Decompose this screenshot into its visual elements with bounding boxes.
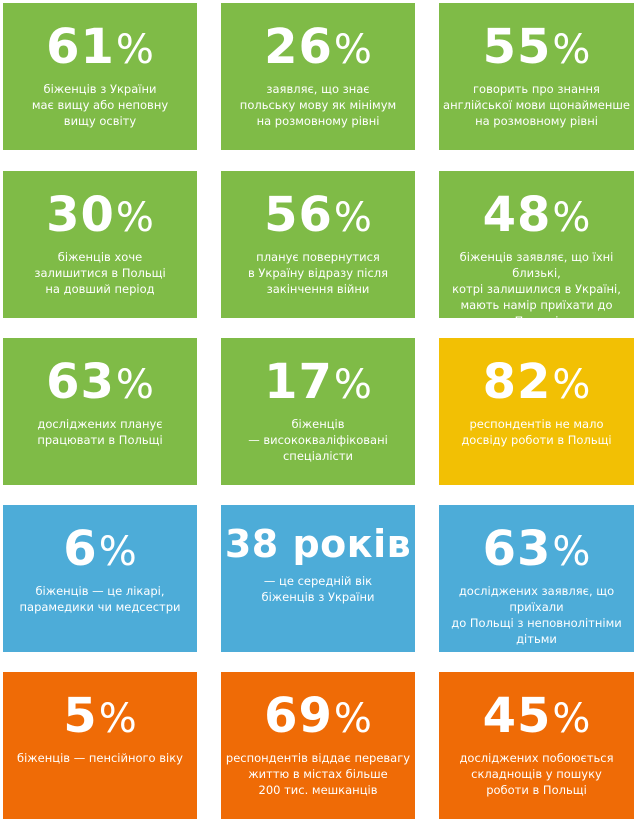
stat-percent: % bbox=[333, 195, 372, 241]
stat-percent: % bbox=[552, 27, 591, 73]
stat-value: 82% bbox=[483, 358, 591, 406]
stat-value: 17% bbox=[264, 358, 372, 406]
stat-number: 30 bbox=[46, 187, 115, 243]
stat-tile-big-cities: 69% респондентів віддає перевагу життю в… bbox=[221, 672, 415, 819]
stat-value: 55% bbox=[483, 23, 591, 71]
stat-number: 61 bbox=[46, 19, 115, 75]
stat-percent: % bbox=[115, 195, 154, 241]
stat-number: 38 років bbox=[224, 522, 412, 566]
stat-number: 56 bbox=[264, 187, 333, 243]
stat-percent: % bbox=[552, 696, 591, 742]
stat-value: 63% bbox=[46, 358, 154, 406]
stat-tile-average-age: 38 років — це середній вік біженців з Ук… bbox=[221, 505, 415, 652]
stat-description: біженців — висококваліфіковані спеціаліс… bbox=[248, 417, 388, 463]
stat-percent: % bbox=[552, 362, 591, 408]
stat-percent: % bbox=[552, 529, 591, 575]
stat-description: заявляє, що знає польську мову як мініму… bbox=[239, 82, 397, 128]
stat-value: 63% bbox=[483, 525, 591, 573]
stat-number: 26 bbox=[264, 19, 333, 75]
stat-tile-stay-longer: 30% біженців хоче залишитися в Польщі на… bbox=[3, 171, 197, 318]
stat-value: 61% bbox=[46, 23, 154, 71]
stat-tile-relatives-coming: 48% біженців заявляє, що їхні близькі, к… bbox=[439, 171, 634, 328]
stat-description: біженців заявляє, що їхні близькі, котрі… bbox=[452, 250, 621, 328]
stat-tile-plan-to-work: 63% досліджених планує працювати в Польщ… bbox=[3, 338, 197, 485]
stat-description: респондентів не мало досвіду роботи в По… bbox=[461, 417, 612, 447]
stat-number: 55 bbox=[482, 19, 552, 75]
stat-number: 69 bbox=[264, 688, 333, 744]
stat-value: 38 років bbox=[225, 525, 411, 563]
stat-percent: % bbox=[552, 195, 591, 241]
stat-description: — це середній вік біженців з України bbox=[261, 574, 375, 604]
stat-value: 30% bbox=[46, 191, 154, 239]
stat-description: біженців — це лікарі, парамедики чи медс… bbox=[19, 584, 181, 614]
stat-description: біженців хоче залишитися в Польщі на дов… bbox=[34, 250, 166, 296]
stat-value: 69% bbox=[264, 692, 372, 740]
stat-tile-retirement-age: 5% біженців — пенсійного віку bbox=[3, 672, 197, 819]
stat-value: 48% bbox=[483, 191, 591, 239]
stat-number: 63 bbox=[46, 354, 115, 410]
stat-number: 82 bbox=[482, 354, 552, 410]
stat-tile-return-home: 56% планує повернутися в Україну відразу… bbox=[221, 171, 415, 318]
stat-description: досліджених побоюється складнощів у пошу… bbox=[459, 751, 614, 797]
stat-value: 26% bbox=[264, 23, 372, 71]
stat-description: біженців з України має вищу або неповну … bbox=[31, 82, 169, 128]
stat-tile-with-children: 63% досліджених заявляє, що приїхали до … bbox=[439, 505, 634, 652]
stat-number: 48 bbox=[482, 187, 552, 243]
stat-description: респондентів віддає перевагу життю в міс… bbox=[225, 751, 411, 797]
stat-description: досліджених планує працювати в Польщі bbox=[37, 417, 163, 447]
stat-tile-education: 61% біженців з України має вищу або непо… bbox=[3, 3, 197, 150]
stat-number: 17 bbox=[264, 354, 333, 410]
stat-number: 45 bbox=[482, 688, 552, 744]
stat-percent: % bbox=[333, 696, 372, 742]
stat-tile-polish-language: 26% заявляє, що знає польську мову як мі… bbox=[221, 3, 415, 150]
stat-percent: % bbox=[98, 696, 137, 742]
stat-description: біженців — пенсійного віку bbox=[17, 751, 183, 765]
stat-tile-specialists: 17% біженців — висококваліфіковані спеці… bbox=[221, 338, 415, 485]
stat-value: 45% bbox=[483, 692, 591, 740]
stat-description: говорить про знання англійської мови щон… bbox=[443, 82, 630, 128]
stat-value: 5% bbox=[63, 692, 136, 740]
stat-tile-medical-workers: 6% біженців — це лікарі, парамедики чи м… bbox=[3, 505, 197, 652]
stat-tile-job-search-fear: 45% досліджених побоюється складнощів у … bbox=[439, 672, 634, 819]
stat-description: досліджених заявляє, що приїхали до Поль… bbox=[451, 584, 622, 646]
stat-percent: % bbox=[333, 27, 372, 73]
stat-tile-english-language: 55% говорить про знання англійської мови… bbox=[439, 3, 634, 150]
stat-tile-no-work-experience: 82% респондентів не мало досвіду роботи … bbox=[439, 338, 634, 485]
stat-value: 56% bbox=[264, 191, 372, 239]
stat-percent: % bbox=[115, 27, 154, 73]
stat-percent: % bbox=[98, 529, 137, 575]
stat-number: 6 bbox=[63, 521, 98, 577]
stat-percent: % bbox=[115, 362, 154, 408]
stat-number: 63 bbox=[482, 521, 552, 577]
stat-number: 5 bbox=[63, 688, 98, 744]
stat-percent: % bbox=[333, 362, 372, 408]
stat-value: 6% bbox=[63, 525, 136, 573]
stat-description: планує повернутися в Україну відразу піс… bbox=[247, 250, 389, 296]
